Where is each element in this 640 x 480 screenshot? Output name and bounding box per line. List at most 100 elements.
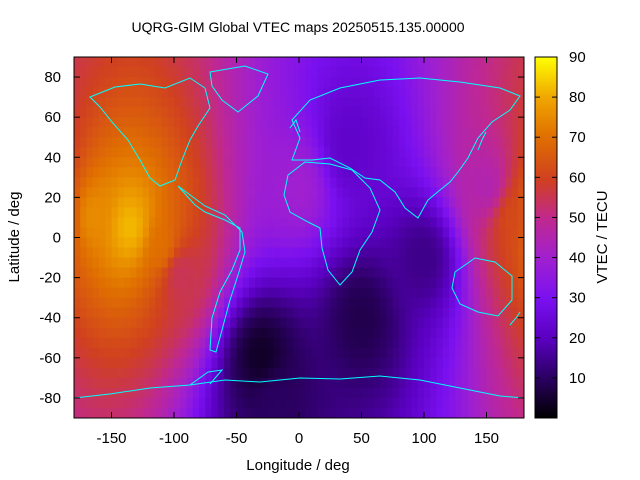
heatmap-cell	[261, 367, 269, 379]
heatmap-cell	[342, 357, 350, 369]
heatmap-cell	[174, 237, 181, 249]
heatmap-cell	[105, 177, 113, 188]
heatmap-cell	[324, 357, 331, 369]
heatmap-cell	[392, 257, 400, 269]
heatmap-cell	[286, 337, 294, 349]
heatmap-cell	[149, 347, 156, 359]
heatmap-cell	[117, 307, 125, 319]
heatmap-cell	[424, 367, 431, 379]
heatmap-cell	[117, 107, 125, 118]
heatmap-cell	[180, 167, 188, 178]
heatmap-cell	[180, 247, 188, 259]
heatmap-cell	[211, 227, 219, 239]
heatmap-cell	[361, 407, 369, 418]
heatmap-cell	[424, 317, 431, 329]
heatmap-cell	[411, 127, 419, 138]
heatmap-cell	[242, 237, 250, 249]
heatmap-cell	[311, 297, 319, 309]
heatmap-cell	[436, 397, 444, 409]
heatmap-cell	[305, 87, 313, 98]
heatmap-cell	[199, 247, 206, 259]
heatmap-cell	[392, 167, 400, 178]
heatmap-cell	[299, 257, 306, 269]
heatmap-cell	[149, 337, 156, 349]
heatmap-cell	[461, 67, 469, 78]
heatmap-cell	[436, 57, 444, 68]
heatmap-cell	[436, 297, 444, 309]
heatmap-cell	[311, 97, 319, 108]
heatmap-cell	[205, 267, 213, 279]
heatmap-cell	[342, 197, 350, 209]
heatmap-cell	[224, 167, 231, 178]
heatmap-cell	[449, 77, 456, 88]
heatmap-cell	[286, 117, 294, 128]
heatmap-cell	[174, 337, 181, 349]
heatmap-cell	[367, 107, 375, 118]
heatmap-cell	[261, 277, 269, 289]
heatmap-cell	[149, 197, 156, 209]
heatmap-cell	[242, 177, 250, 188]
heatmap-cell	[367, 137, 375, 148]
heatmap-cell	[417, 317, 425, 329]
heatmap-cell	[455, 67, 463, 78]
heatmap-cell	[380, 337, 388, 349]
heatmap-cell	[480, 287, 488, 299]
heatmap-cell	[124, 267, 131, 279]
heatmap-cell	[492, 357, 500, 369]
heatmap-cell	[330, 257, 338, 269]
heatmap-cell	[511, 227, 519, 239]
heatmap-cell	[286, 147, 294, 158]
heatmap-cell	[317, 217, 325, 229]
heatmap-cell	[192, 317, 200, 329]
heatmap-cell	[117, 257, 125, 269]
heatmap-cell	[186, 397, 194, 409]
heatmap-cell	[386, 267, 394, 279]
heatmap-cell	[255, 207, 263, 219]
heatmap-cell	[349, 357, 356, 369]
heatmap-cell	[480, 107, 488, 118]
heatmap-cell	[149, 77, 156, 88]
heatmap-cell	[286, 267, 294, 279]
heatmap-cell	[267, 217, 275, 229]
heatmap-cell	[436, 407, 444, 418]
heatmap-cell	[480, 247, 488, 259]
heatmap-cell	[361, 87, 369, 98]
heatmap-cell	[474, 347, 481, 359]
heatmap-cell	[224, 267, 231, 279]
heatmap-cell	[255, 247, 263, 259]
heatmap-cell	[411, 217, 419, 229]
heatmap-cell	[411, 297, 419, 309]
heatmap-cell	[286, 387, 294, 399]
heatmap-cell	[336, 357, 344, 369]
heatmap-cell	[286, 107, 294, 118]
coastline-eurasia	[291, 77, 521, 219]
heatmap-cell	[86, 137, 94, 148]
heatmap-cell	[342, 407, 350, 418]
heatmap-cell	[480, 57, 488, 68]
heatmap-cell	[236, 207, 244, 219]
heatmap-cell	[311, 187, 319, 198]
heatmap-cell	[255, 357, 263, 369]
heatmap-cell	[117, 187, 125, 198]
heatmap-cell	[86, 367, 94, 379]
heatmap-cell	[124, 337, 131, 349]
heatmap-cell	[430, 387, 438, 399]
heatmap-cell	[424, 257, 431, 269]
heatmap-cell	[317, 337, 325, 349]
heatmap-cell	[405, 127, 413, 138]
heatmap-cell	[74, 77, 81, 88]
heatmap-cell	[367, 237, 375, 249]
heatmap-cell	[474, 307, 481, 319]
heatmap-cell	[286, 207, 294, 219]
heatmap-cell	[161, 117, 169, 128]
heatmap-cell	[124, 67, 131, 78]
heatmap-cell	[292, 297, 300, 309]
heatmap-cell	[511, 267, 519, 279]
heatmap-cell	[199, 307, 206, 319]
heatmap-cell	[217, 317, 225, 329]
heatmap-cell	[311, 307, 319, 319]
heatmap-cell	[124, 347, 131, 359]
heatmap-cell	[330, 207, 338, 219]
heatmap-cell	[274, 157, 281, 168]
heatmap-cell	[186, 157, 194, 168]
